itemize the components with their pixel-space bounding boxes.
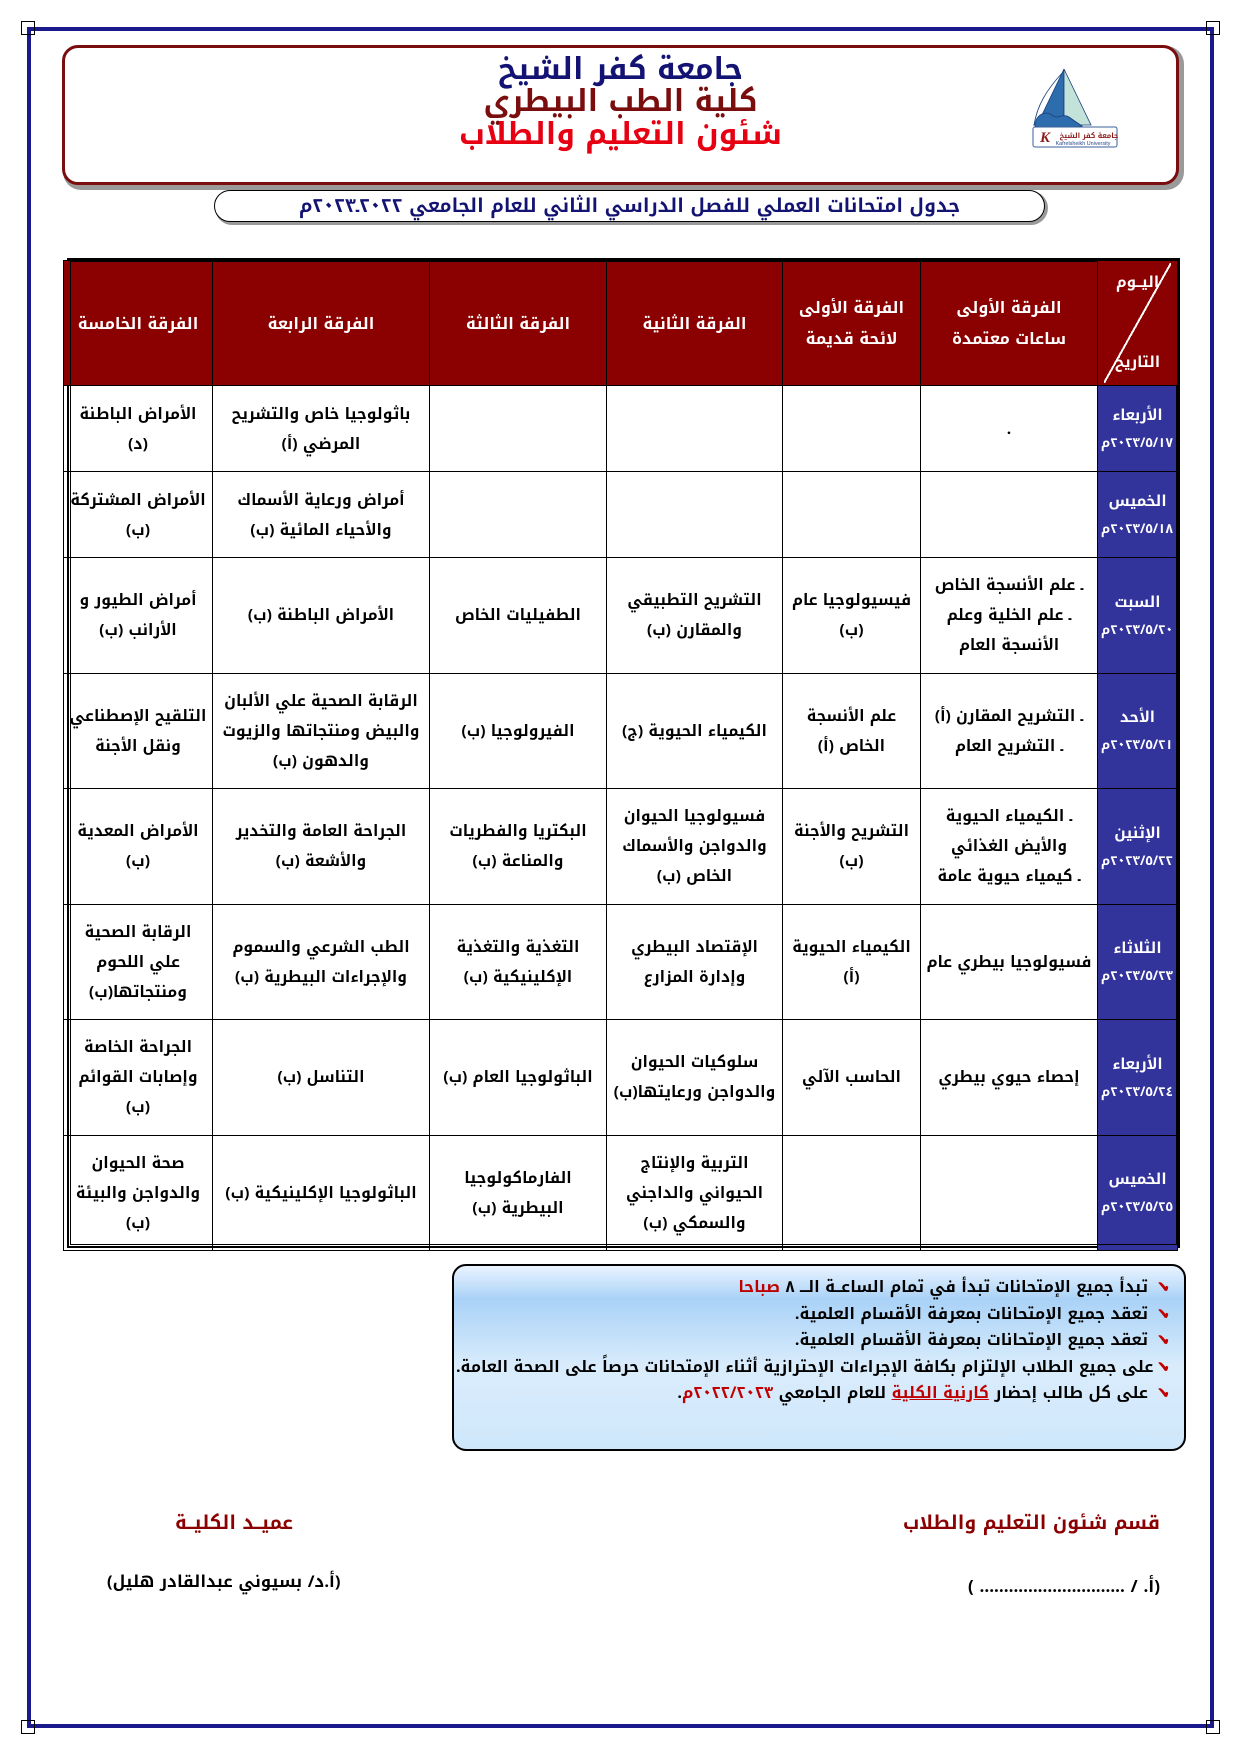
svg-text:Kafrelsheikh University: Kafrelsheikh University	[1056, 141, 1111, 147]
svg-text:K: K	[1039, 130, 1051, 146]
